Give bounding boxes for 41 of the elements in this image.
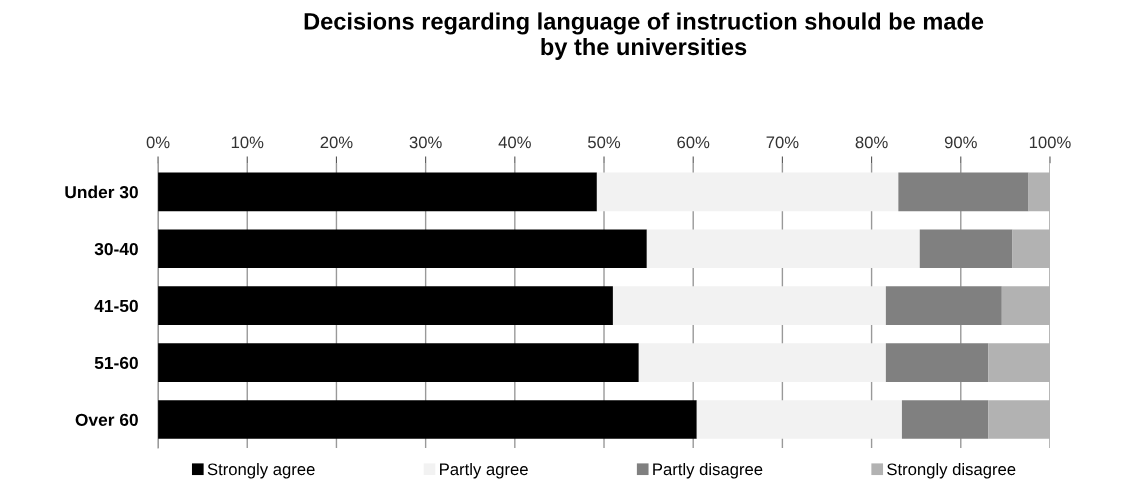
bar (1012, 229, 1050, 269)
x-tick-label: 90% (944, 136, 977, 149)
bar (646, 229, 920, 269)
bar (158, 286, 613, 326)
legend-label: Partly disagree (653, 462, 763, 479)
bar (696, 400, 902, 439)
bar (901, 400, 989, 439)
y-tick-label: 51-60 (94, 356, 138, 370)
bar (898, 172, 1029, 212)
bar (612, 286, 886, 326)
legend-label: Strongly agree (207, 462, 315, 479)
legend-label: Partly agree (440, 462, 528, 479)
bar (919, 229, 1013, 269)
y-tick-label: Under 30 (65, 185, 138, 199)
x-tick-label: 100% (1029, 136, 1071, 149)
bar (885, 343, 989, 382)
bar (988, 400, 1050, 439)
bar (885, 286, 1002, 326)
bar (596, 172, 899, 212)
bar (1028, 172, 1050, 212)
legend-label: Strongly disagree (887, 462, 1016, 479)
x-tick-label: 20% (320, 136, 353, 149)
x-tick-label: 0% (146, 136, 170, 149)
y-tick-label: Over 60 (75, 413, 138, 426)
x-tick-label: 60% (677, 136, 710, 149)
bar (158, 229, 647, 269)
x-tick-label: 70% (766, 136, 799, 149)
bar (638, 343, 886, 382)
bar (158, 172, 597, 212)
bar (988, 343, 1050, 382)
x-tick-label: 80% (855, 136, 888, 149)
x-tick-label: 50% (588, 136, 621, 149)
x-tick-label: 30% (409, 136, 442, 149)
chart-title: Decisions regarding language of instruction should be made by the universities (304, 12, 984, 60)
x-tick-label: 40% (498, 136, 531, 149)
x-tick-label: 10% (231, 136, 264, 149)
y-tick-label: 30-40 (94, 242, 138, 256)
bar (158, 400, 697, 439)
y-tick-label: 41-50 (94, 299, 138, 313)
bar (1001, 286, 1050, 326)
bar (158, 343, 639, 382)
